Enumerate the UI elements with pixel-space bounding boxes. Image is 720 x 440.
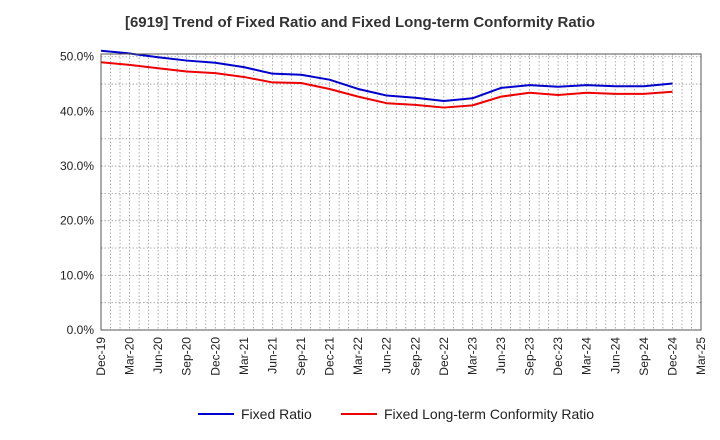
series-layer bbox=[100, 49, 673, 109]
y-tick-label: 20.0% bbox=[60, 214, 94, 228]
x-tick-label: Mar-25 bbox=[694, 337, 708, 375]
legend-label: Fixed Long-term Conformity Ratio bbox=[384, 406, 594, 422]
x-tick-label: Sep-20 bbox=[180, 337, 194, 376]
x-tick-label: Dec-23 bbox=[551, 337, 565, 376]
x-tick-label: Sep-24 bbox=[637, 337, 651, 376]
series-line bbox=[100, 61, 673, 109]
x-tick-label: Dec-22 bbox=[437, 337, 451, 376]
plot-frame bbox=[100, 53, 702, 331]
x-tick-label: Sep-21 bbox=[294, 337, 308, 376]
x-tick-label: Dec-19 bbox=[94, 337, 108, 376]
x-tick-label: Jun-22 bbox=[380, 337, 394, 374]
x-tick-label: Mar-24 bbox=[580, 337, 594, 375]
series-line bbox=[100, 49, 673, 102]
legend: Fixed Ratio Fixed Long-term Conformity Ra… bbox=[198, 406, 594, 422]
x-tick-label: Dec-24 bbox=[665, 337, 679, 376]
x-axis-ticks: Dec-19 Mar-20 Jun-20 Sep-20 Dec-20 Mar-21 Jun-… bbox=[94, 337, 708, 376]
x-tick-label: Sep-22 bbox=[408, 337, 422, 376]
x-tick-label: Dec-20 bbox=[208, 337, 222, 376]
x-tick-label: Dec-21 bbox=[323, 337, 337, 376]
x-tick-label: Jun-21 bbox=[265, 337, 279, 374]
x-tick-label: Mar-23 bbox=[465, 337, 479, 375]
x-tick-label: Mar-22 bbox=[351, 337, 365, 375]
x-tick-label: Sep-23 bbox=[523, 337, 537, 376]
y-axis-ticks: 0.0% 10.0% 20.0% 30.0% 40.0% 50.0% bbox=[60, 50, 94, 337]
y-tick-label: 10.0% bbox=[60, 268, 94, 282]
y-tick-label: 40.0% bbox=[60, 104, 94, 118]
x-tick-label: Jun-23 bbox=[494, 337, 508, 374]
y-tick-label: 30.0% bbox=[60, 159, 94, 173]
x-tick-label: Mar-20 bbox=[123, 337, 137, 375]
legend-label: Fixed Ratio bbox=[241, 406, 312, 422]
y-tick-label: 0.0% bbox=[67, 323, 95, 337]
chart-title: [6919] Trend of Fixed Ratio and Fixed Lo… bbox=[124, 14, 596, 31]
x-tick-label: Mar-21 bbox=[237, 337, 251, 375]
y-tick-label: 50.0% bbox=[60, 50, 94, 64]
plot-area bbox=[101, 54, 701, 330]
x-tick-label: Jun-24 bbox=[608, 337, 622, 374]
x-tick-label: Jun-20 bbox=[151, 337, 165, 374]
